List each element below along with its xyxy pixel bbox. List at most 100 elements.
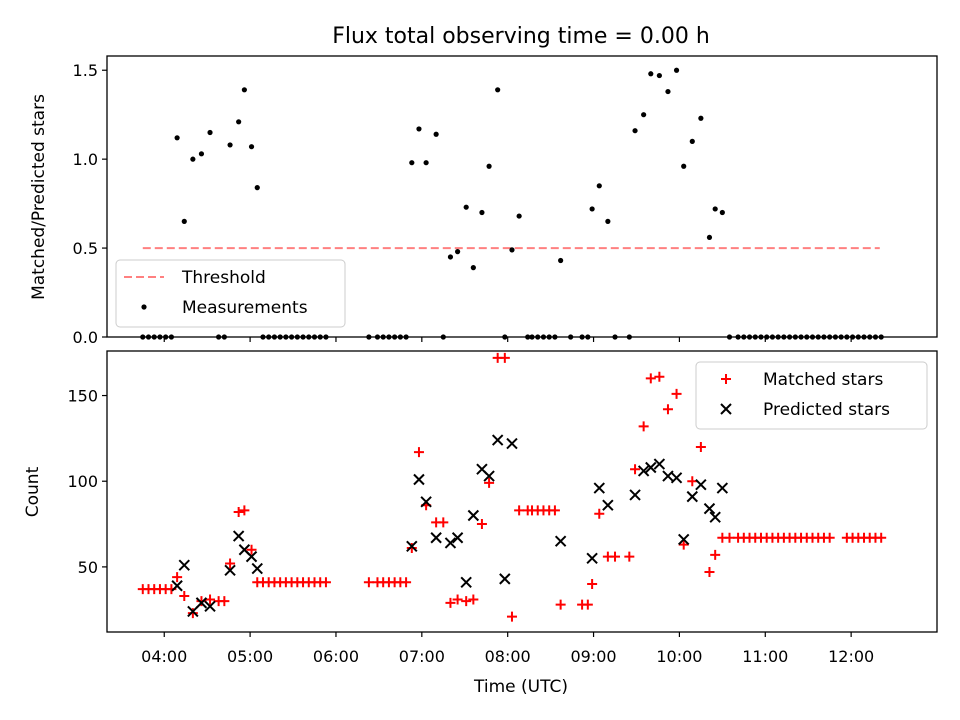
data-point <box>554 535 567 547</box>
data-point <box>586 552 598 565</box>
data-point <box>698 115 704 121</box>
data-point <box>876 532 887 543</box>
data-point <box>662 470 674 482</box>
data-point <box>283 334 289 340</box>
data-point <box>145 334 152 340</box>
data-point <box>245 550 258 563</box>
data-point <box>413 447 424 458</box>
data-point <box>687 476 698 487</box>
data-point <box>374 334 381 340</box>
data-point <box>401 577 412 588</box>
data-point <box>452 594 463 605</box>
data-point <box>775 334 781 340</box>
data-point <box>612 334 618 340</box>
data-point <box>187 608 198 619</box>
plot-frame <box>106 55 938 338</box>
data-point <box>140 334 146 340</box>
data-point <box>479 209 485 216</box>
bottom-subplot: 50 100 150 04:00 05:00 06:00 07:00 08:00 09:00 10… <box>67 350 938 666</box>
data-point <box>271 334 278 340</box>
data-point <box>624 551 635 562</box>
data-point <box>224 564 236 577</box>
data-point <box>849 334 856 340</box>
data-point <box>196 596 207 607</box>
bottom-xlabel: Time (UTC) <box>473 677 568 697</box>
data-point <box>467 509 480 522</box>
legend-predicted-swatch <box>720 403 732 415</box>
legend: Threshold Measurements <box>115 259 346 328</box>
data-point <box>878 334 884 340</box>
data-point <box>506 437 518 450</box>
data-point <box>555 599 566 610</box>
data-point <box>594 508 605 519</box>
legend-matched-swatch <box>721 374 731 384</box>
data-point <box>163 334 169 340</box>
data-point <box>540 334 547 340</box>
data-point <box>392 334 398 340</box>
data-point <box>769 334 776 340</box>
data-point <box>637 465 650 477</box>
data-point <box>397 334 403 340</box>
data-point <box>589 206 595 212</box>
data-point <box>181 218 187 224</box>
data-point <box>463 204 469 210</box>
data-point <box>420 496 432 508</box>
data-point <box>670 472 683 484</box>
y-tick-label: 0.0 <box>73 328 98 347</box>
data-point <box>157 334 163 340</box>
data-point <box>673 67 680 73</box>
data-point <box>704 567 715 578</box>
data-point <box>602 499 614 511</box>
data-point <box>867 334 873 340</box>
x-tick-label: 04:00 <box>141 647 187 666</box>
legend-label: Predicted stars <box>763 400 890 420</box>
data-point <box>195 597 208 609</box>
data-point <box>216 334 222 340</box>
data-point <box>641 112 647 118</box>
data-point <box>451 532 464 544</box>
data-point <box>455 249 461 255</box>
data-point <box>311 334 318 340</box>
data-point <box>798 334 804 340</box>
data-point <box>815 334 821 340</box>
data-point <box>645 373 656 384</box>
plot-frame <box>106 350 938 633</box>
series-predicted-stars <box>171 434 729 618</box>
legend-box <box>115 259 346 328</box>
data-point <box>232 530 245 542</box>
legend: Matched stars Predicted stars <box>695 361 928 430</box>
data-point <box>248 144 255 150</box>
data-point <box>724 532 735 543</box>
data-point <box>239 505 250 516</box>
data-point <box>174 135 180 141</box>
data-point <box>703 502 716 515</box>
data-point <box>695 478 707 491</box>
data-point <box>596 183 602 189</box>
data-point <box>227 142 233 148</box>
data-point <box>294 334 300 340</box>
data-point <box>198 151 205 157</box>
data-point <box>681 163 687 169</box>
data-point <box>610 551 621 562</box>
data-point <box>838 334 844 340</box>
data-point <box>656 72 662 79</box>
legend-label: Threshold <box>181 268 266 288</box>
y-tick-label: 1.5 <box>73 61 98 80</box>
data-point <box>809 334 816 340</box>
data-point <box>260 334 266 340</box>
data-point <box>741 334 747 340</box>
data-point <box>416 126 422 132</box>
data-point <box>587 579 598 590</box>
data-point <box>151 334 157 340</box>
data-point <box>241 87 247 93</box>
y-tick-label: 100 <box>67 472 98 491</box>
data-point <box>495 87 501 93</box>
data-point <box>626 334 632 340</box>
data-point <box>686 490 699 503</box>
data-point <box>787 334 793 340</box>
data-point <box>716 482 729 494</box>
data-point <box>509 247 515 253</box>
data-point <box>168 334 174 340</box>
data-point <box>638 421 649 432</box>
x-tick-label: 11:00 <box>742 647 788 666</box>
